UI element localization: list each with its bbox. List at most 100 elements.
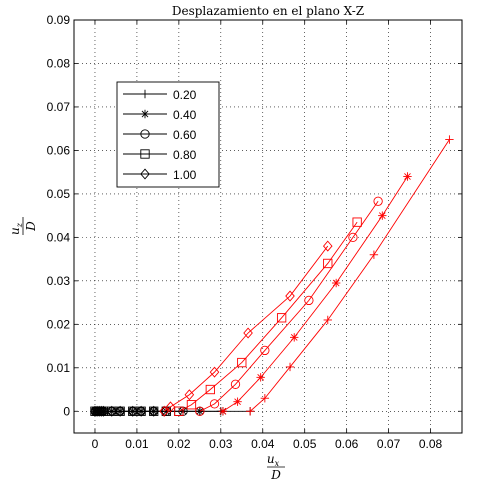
data-point: [243, 327, 253, 339]
legend-entry: 0.40: [123, 108, 197, 122]
data-point: [352, 217, 362, 227]
x-tick-label: 0: [92, 437, 99, 451]
data-point: [237, 357, 247, 368]
data-point: [403, 172, 412, 181]
data-point: [260, 345, 270, 356]
zero-point: [90, 405, 100, 417]
data-point: [186, 400, 197, 410]
legend-marker: [140, 168, 150, 180]
series-line: [249, 139, 450, 412]
data-point: [290, 333, 299, 342]
y-axis-label-sub: z: [15, 222, 24, 228]
y-tick-label: 0.09: [47, 13, 71, 27]
x-axis-label-num: u: [267, 452, 275, 466]
data-point: [323, 315, 332, 325]
y-axis-label-den: D: [24, 221, 38, 232]
zero-point: [96, 405, 107, 417]
zero-point: [127, 405, 138, 417]
series-line: [163, 245, 329, 412]
zero-point: [115, 405, 125, 417]
legend-marker: [140, 129, 150, 139]
data-point: [378, 211, 387, 220]
data-point: [260, 394, 270, 403]
x-axis-label-sub: x: [275, 459, 280, 468]
y-tick-label: 0.06: [47, 143, 71, 157]
data-point: [218, 407, 228, 416]
data-point: [209, 399, 220, 409]
zero-point: [148, 405, 159, 417]
x-axis-label-den: D: [270, 468, 281, 482]
data-point: [276, 313, 287, 323]
data-point: [256, 373, 265, 382]
legend-marker: [140, 89, 150, 99]
legend-entry: 0.60: [123, 128, 197, 142]
data-point: [184, 389, 195, 401]
y-tick-label: 0: [63, 404, 70, 418]
data-point: [373, 196, 383, 206]
legend-marker: [140, 109, 150, 119]
data-point: [233, 397, 242, 406]
legend-marker: [140, 149, 150, 159]
data-point: [348, 232, 358, 243]
data-point: [369, 250, 379, 259]
x-tick-label: 0.03: [209, 437, 233, 451]
zero-point: [94, 405, 104, 417]
y-axis-label-num: u: [8, 227, 22, 235]
data-point: [285, 290, 295, 302]
legend-label: 1.00: [173, 168, 197, 182]
legend: 0.20 0.40 0.60 0.80 1.00: [116, 81, 220, 188]
plot-frame: [73, 19, 463, 434]
series-line: [178, 221, 358, 412]
data-point: [445, 135, 454, 144]
x-tick-label: 0.07: [377, 437, 401, 451]
y-tick-label: 0.08: [47, 56, 71, 70]
y-tick-label: 0.03: [47, 274, 71, 288]
data-point: [195, 406, 205, 416]
x-tick-label: 0.01: [125, 437, 149, 451]
series-layer: [90, 135, 454, 417]
data-point: [174, 406, 184, 416]
svg-text:uz: uz: [8, 222, 24, 235]
svg-text:ux: ux: [267, 452, 280, 468]
zero-point: [106, 405, 117, 417]
x-tick-label: 0.05: [293, 437, 317, 451]
x-tick-label: 0.08: [419, 437, 443, 451]
data-point: [245, 407, 255, 416]
y-tick-label: 0.07: [47, 100, 71, 114]
data-point: [322, 240, 333, 252]
x-axis-label: ux D: [267, 452, 285, 482]
legend-entry: 0.20: [123, 88, 197, 102]
legend-box: [116, 81, 220, 188]
y-tick-label: 0.01: [47, 361, 71, 375]
ticks: 0 0.01 0.02 0.03 0.04 0.05 0.06 0.07 0.08 0 0.01 0.…: [47, 13, 462, 451]
chart-title: Desplazamiento en el plano X-Z: [172, 4, 364, 18]
x-tick-label: 0.02: [167, 437, 191, 451]
legend-label: 0.80: [173, 148, 197, 162]
data-point: [165, 401, 176, 413]
data-point: [159, 405, 169, 417]
series-1.00: [90, 240, 333, 417]
series-line: [199, 201, 379, 412]
legend-entry: 0.80: [123, 148, 197, 162]
data-point: [331, 278, 341, 288]
legend-label: 0.60: [173, 128, 197, 142]
y-tick-label: 0.02: [47, 317, 71, 331]
zero-point: [136, 405, 146, 417]
y-tick-label: 0.05: [47, 187, 71, 201]
legend-label: 0.20: [173, 88, 197, 102]
x-tick-label: 0.06: [335, 437, 359, 451]
data-point: [230, 379, 241, 389]
zero-point: [98, 405, 109, 417]
data-point: [323, 258, 333, 269]
zero-point: [92, 405, 102, 417]
data-point: [209, 366, 220, 378]
data-point: [304, 295, 314, 306]
y-tick-label: 0.04: [47, 230, 71, 244]
data-point: [205, 384, 215, 395]
x-tick-label: 0.04: [251, 437, 275, 451]
legend-entry: 1.00: [123, 168, 197, 182]
y-axis-label: uz D: [8, 217, 38, 235]
data-point: [285, 362, 295, 372]
legend-label: 0.40: [173, 108, 197, 122]
